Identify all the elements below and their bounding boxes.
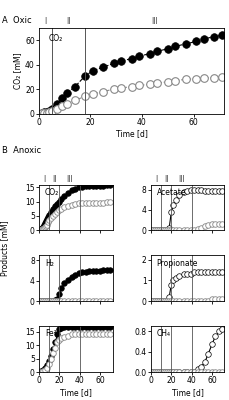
- Text: II: II: [164, 175, 168, 184]
- Text: I: I: [155, 175, 157, 184]
- Text: III: III: [66, 175, 73, 184]
- Text: I: I: [43, 175, 45, 184]
- Text: Propionate: Propionate: [157, 259, 198, 268]
- Y-axis label: CO₂ [mM]: CO₂ [mM]: [13, 52, 22, 89]
- X-axis label: Time [d]: Time [d]: [116, 130, 148, 138]
- Text: III: III: [178, 175, 185, 184]
- Text: Acetate: Acetate: [157, 188, 186, 197]
- X-axis label: Time [d]: Time [d]: [60, 388, 92, 397]
- Text: II: II: [52, 175, 57, 184]
- Text: H₂: H₂: [45, 259, 54, 268]
- Text: CO₂: CO₂: [48, 34, 63, 43]
- X-axis label: Time [d]: Time [d]: [172, 388, 204, 397]
- Text: CO₂: CO₂: [45, 188, 59, 197]
- Text: CH₄: CH₄: [157, 330, 171, 338]
- Text: A  Oxic: A Oxic: [2, 16, 32, 25]
- Text: Fe²⁺: Fe²⁺: [45, 330, 61, 338]
- Text: B  Anoxic: B Anoxic: [2, 146, 41, 155]
- Text: III: III: [152, 17, 158, 26]
- Text: II: II: [66, 17, 71, 26]
- Text: Products [mM]: Products [mM]: [0, 220, 9, 276]
- Text: I: I: [44, 17, 46, 26]
